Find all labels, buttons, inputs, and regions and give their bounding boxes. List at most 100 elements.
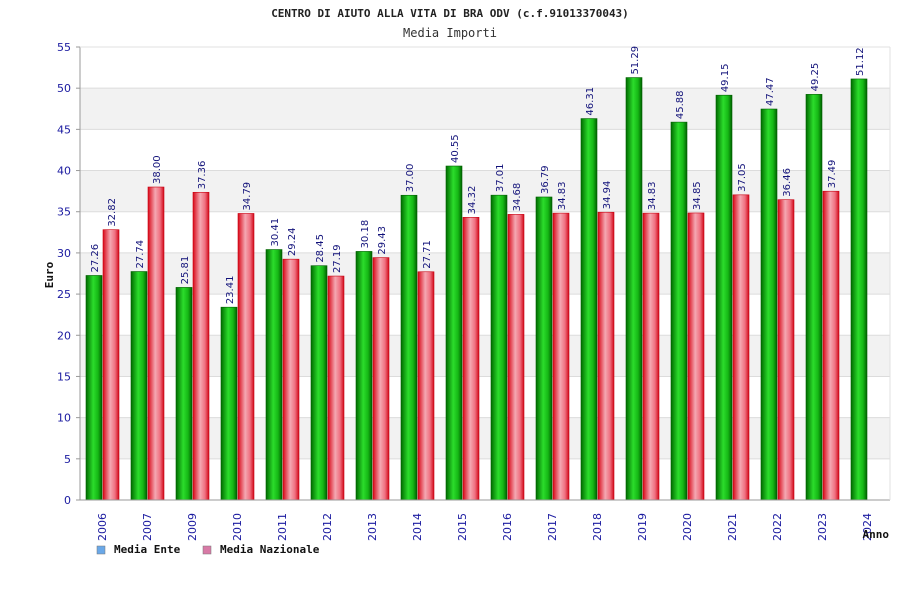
value-label: 49.25 — [810, 63, 821, 92]
value-label: 34.83 — [557, 181, 568, 210]
bar-media-nazionale — [777, 199, 795, 501]
y-tick-label: 5 — [64, 453, 71, 466]
bar-media-nazionale — [462, 217, 480, 501]
value-label: 34.68 — [512, 183, 523, 212]
plot-band — [80, 47, 890, 89]
value-label: 36.79 — [540, 165, 551, 194]
plot-band — [80, 88, 890, 130]
value-label: 25.81 — [180, 256, 191, 285]
x-tick-label: 2015 — [456, 513, 469, 541]
bar-media-ente — [310, 265, 328, 501]
y-tick-label: 55 — [57, 41, 71, 54]
y-tick-label: 15 — [57, 370, 71, 383]
x-tick-label: 2016 — [501, 513, 514, 541]
bar-media-nazionale — [237, 213, 255, 501]
bar-media-ente — [130, 271, 148, 501]
legend-label-media-nazionale: Media Nazionale — [220, 543, 320, 556]
value-label: 47.47 — [765, 77, 776, 106]
y-tick-labels: 0 5 10 15 20 25 30 35 40 45 50 55 — [57, 41, 71, 507]
value-label: 28.45 — [315, 234, 326, 263]
y-axis-label: Euro — [43, 261, 56, 288]
bar-media-ente — [400, 194, 418, 501]
legend-swatch-media-nazionale — [202, 545, 212, 555]
x-tick-label: 2010 — [231, 513, 244, 541]
bar-media-ente — [625, 77, 643, 501]
y-tick-label: 10 — [57, 412, 71, 425]
plot-band — [80, 294, 890, 336]
bar-media-ente — [85, 275, 103, 501]
value-label: 23.41 — [225, 276, 236, 305]
plot-band — [80, 129, 890, 171]
y-tick-label: 50 — [57, 82, 71, 95]
plot-band — [80, 170, 890, 212]
bar-media-nazionale — [552, 212, 570, 501]
y-tick-label: 25 — [57, 288, 71, 301]
y-tick-label: 40 — [57, 165, 71, 178]
plot-band — [80, 417, 890, 459]
value-label: 37.49 — [827, 160, 838, 189]
bar-media-nazionale — [597, 211, 615, 501]
bar-media-ente — [580, 118, 598, 501]
bar-media-nazionale — [687, 212, 705, 501]
value-label: 29.43 — [377, 226, 388, 255]
bar-media-nazionale — [372, 257, 390, 501]
y-tick-label: 20 — [57, 329, 71, 342]
bar-media-ente — [490, 194, 508, 501]
x-tick-labels: 2006 2007 2009 2010 2011 2012 2013 2014 2015 2016… — [96, 513, 874, 541]
x-tick-label: 2012 — [321, 513, 334, 541]
value-label: 29.24 — [287, 228, 298, 257]
x-tick-label: 2006 — [96, 513, 109, 541]
x-tick-label: 2024 — [861, 513, 874, 541]
value-label: 37.01 — [495, 164, 506, 193]
value-label: 34.85 — [692, 181, 703, 210]
x-tick-label: 2017 — [546, 513, 559, 541]
value-label: 36.46 — [782, 168, 793, 197]
value-label: 49.15 — [720, 64, 731, 93]
bar-media-nazionale — [147, 186, 165, 501]
bar-media-ente — [805, 94, 823, 501]
value-label: 37.05 — [737, 163, 748, 192]
value-label: 30.18 — [360, 220, 371, 249]
value-label: 51.12 — [855, 47, 866, 76]
y-tick-label: 0 — [64, 494, 71, 507]
bar-media-ente — [670, 121, 688, 501]
x-tick-label: 2013 — [366, 513, 379, 541]
value-label: 34.94 — [602, 181, 613, 210]
legend-label-media-ente: Media Ente — [114, 543, 181, 556]
x-tick-label: 2022 — [771, 513, 784, 541]
bar-media-nazionale — [192, 191, 210, 501]
value-label: 30.41 — [270, 218, 281, 247]
y-tick-label: 35 — [57, 206, 71, 219]
value-label: 27.19 — [332, 244, 343, 273]
x-tick-label: 2023 — [816, 513, 829, 541]
plot-band — [80, 376, 890, 418]
bar-media-nazionale — [327, 275, 345, 501]
plot-background — [80, 47, 890, 500]
value-label: 40.55 — [450, 134, 461, 163]
legend-swatch-media-ente — [96, 545, 106, 555]
chart-title: CENTRO DI AIUTO ALLA VITA DI BRA ODV (c.… — [271, 7, 629, 20]
value-label: 27.26 — [90, 244, 101, 273]
x-axis-label: Anno — [863, 528, 890, 541]
bar-media-ente — [445, 165, 463, 501]
bar-media-ente — [535, 196, 553, 501]
value-label: 34.83 — [647, 181, 658, 210]
value-label: 34.32 — [467, 186, 478, 215]
x-tick-label: 2011 — [276, 513, 289, 541]
x-tick-label: 2014 — [411, 513, 424, 541]
x-tick-label: 2020 — [681, 513, 694, 541]
x-tick-label: 2007 — [141, 513, 154, 541]
legend: Media Ente Media Nazionale — [96, 543, 320, 556]
bar-media-ente — [850, 78, 868, 501]
value-label: 37.00 — [405, 164, 416, 193]
bar-media-nazionale — [822, 190, 840, 501]
bar-media-ente — [355, 251, 373, 501]
plot-band — [80, 458, 890, 500]
value-label: 32.82 — [107, 198, 118, 227]
plot-band — [80, 335, 890, 377]
bar-media-ente — [220, 306, 238, 501]
x-tick-label: 2021 — [726, 513, 739, 541]
value-label: 27.74 — [135, 240, 146, 269]
bar-media-nazionale — [417, 271, 435, 501]
